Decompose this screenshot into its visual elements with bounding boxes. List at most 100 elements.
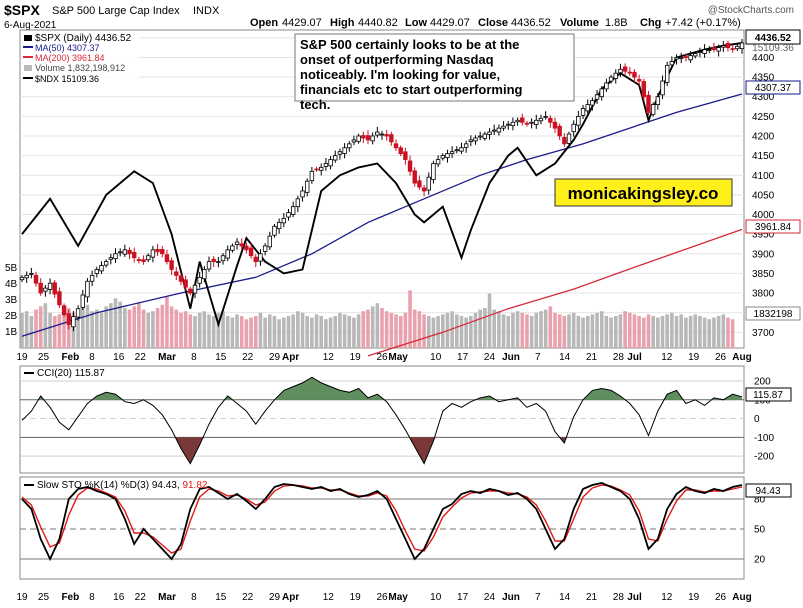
price-tick-label: 4400 [752,53,775,64]
brand-box [554,178,733,207]
commentary-box [294,33,575,102]
candle-body [314,168,319,171]
price-tick-label: 4000 [752,210,775,221]
candle-body [113,253,118,260]
volume-tick-label: 2B [5,311,18,322]
volume-tag-value: 1832198 [754,309,793,320]
volume-bar [534,312,539,348]
volume-bar [99,312,104,348]
candle-body [146,255,151,261]
candle-body [164,254,170,263]
candle-body [660,80,665,96]
volume-bar [506,316,511,348]
x-axis-label: 17 [457,592,469,603]
volume-axis-ticks: 1B 2B 3B 4B 5B [5,263,18,338]
candle-body [281,218,287,224]
candle-body [543,115,548,118]
price-legend-swatch [24,35,32,41]
x-axis-label: 24 [484,352,496,363]
volume-bar [29,316,34,348]
candle-body [454,149,460,152]
candle-body [492,129,497,132]
candle-body [412,170,417,184]
volume-bars [20,290,735,348]
open-value: 4429.07 [282,17,322,29]
candle-body [342,147,347,154]
volume-bar [665,314,669,348]
candle-body [244,245,249,251]
volume-bar [567,314,571,348]
x-axis-label: 14 [559,352,571,363]
commentary-annotation: S&P 500 certainly looks to be at the onse… [294,33,575,112]
volume-bar [165,296,169,348]
brand-label[interactable]: monicakingsley.co [554,178,733,207]
volume-bar [169,306,174,348]
volume-bar [604,316,609,348]
candle-body [646,94,651,113]
volume-bar [34,309,38,348]
candle-body [80,294,85,308]
candle-body [702,49,707,54]
candle-body [117,251,123,254]
volume-bar [179,312,183,348]
volume-bar [613,316,618,348]
volume-bar [291,314,295,348]
candle-body [71,316,76,328]
ndx-ghost-value: 15109.36 [752,43,794,54]
candle-body [375,131,380,136]
volume-tag: 1832198 [745,306,801,321]
volume-bar [104,306,108,348]
ma50-tag-value: 4307.37 [755,83,792,94]
candle-body [403,151,408,160]
x-axis-label: Apr [282,592,299,603]
x-axis-label: 26 [376,592,388,603]
candle-body [351,139,357,143]
candle-body [258,253,263,262]
candle-body [132,251,137,259]
volume-bar [501,314,506,348]
candle-body [160,249,165,255]
x-axis-label: 24 [484,592,496,603]
candle-body [435,159,441,165]
stochastic-panel-frame [19,476,745,580]
candle-body [482,133,488,139]
candle-body [295,198,301,208]
x-axis-label: 12 [661,592,673,603]
last-close-tag: 4436.52 15109.36 [745,29,801,54]
volume-bar [137,303,141,348]
volume-tick-label: 5B [5,263,18,274]
candle-body [24,274,29,279]
volume-tick-label: 1B [5,327,18,338]
volume-bar [515,311,520,348]
candle-body [43,287,48,292]
volume-bar [688,316,693,348]
candle-body [459,147,464,152]
volume-bar [333,316,338,348]
volume-bar [389,312,394,348]
volume-bar [408,290,412,348]
volume-bar [609,317,613,348]
candle-body [650,104,656,115]
candle-body [707,49,712,52]
volume-bar [62,311,66,348]
candle-body [739,42,745,50]
candle-body [487,131,492,135]
candle-body [99,265,104,272]
cci-tag-value: 115.87 [753,390,783,401]
candle-body [407,160,413,172]
candle-body [445,153,450,158]
volume-bar [464,317,468,348]
x-axis-label: 10 [430,352,442,363]
volume-bar [426,316,431,348]
candle-body [576,115,581,126]
volume-bar [197,312,202,348]
candle-body [211,258,216,263]
volume-bar [146,312,151,348]
x-axis-label: 26 [715,352,727,363]
volume-bar [730,319,735,348]
candle-body [655,96,661,105]
volume-bar [314,314,319,348]
x-axis-label: Jul [627,592,642,603]
candle-body [468,139,474,142]
volume-bar [338,312,342,348]
